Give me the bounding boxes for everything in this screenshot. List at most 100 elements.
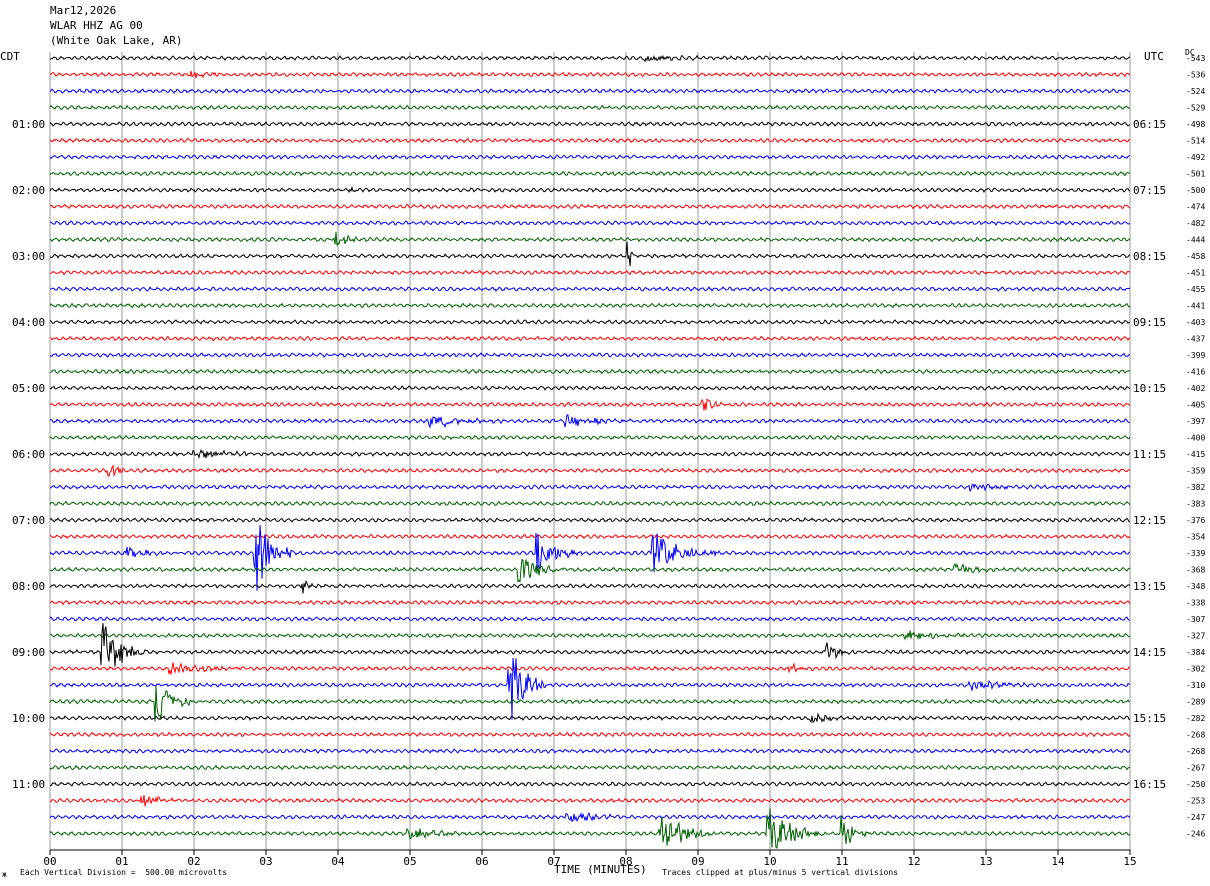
hour-label-left: 03:00 xyxy=(12,250,45,263)
dc-offset-label: -441 xyxy=(1186,302,1205,311)
hour-label-right: 11:15 xyxy=(1133,448,1166,461)
trace-line xyxy=(49,269,1131,276)
hour-label-left: 11:00 xyxy=(12,778,45,791)
trace-line xyxy=(49,500,1131,507)
x-tick-label: 04 xyxy=(331,855,345,868)
footer-clip-note: Traces clipped at plus/minus 5 vertical … xyxy=(662,868,899,877)
trace-line xyxy=(49,104,1130,111)
dc-offset-label: -382 xyxy=(1186,483,1205,492)
trace-line xyxy=(49,764,1131,771)
x-tick-label: 14 xyxy=(1051,855,1065,868)
hour-label-left: 01:00 xyxy=(12,118,45,131)
trace-line xyxy=(49,220,1131,226)
corner-mark: ж xyxy=(2,870,7,879)
dc-offset-label: -543 xyxy=(1186,54,1205,63)
dc-offset-label: -348 xyxy=(1186,582,1205,591)
hour-label-right: 12:15 xyxy=(1133,514,1166,527)
x-tick-label: 13 xyxy=(979,855,992,868)
trace-line xyxy=(49,517,1131,523)
dc-offset-label: -501 xyxy=(1186,170,1205,179)
trace-line xyxy=(49,286,1131,293)
hour-label-left: 04:00 xyxy=(12,316,45,329)
x-tick-label: 11 xyxy=(835,855,848,868)
trace-line xyxy=(49,352,1131,358)
header-location: (White Oak Lake, AR) xyxy=(50,34,183,47)
hour-label-right: 14:15 xyxy=(1133,646,1166,659)
trace-line xyxy=(49,794,1131,807)
dc-offset-label: -482 xyxy=(1186,219,1205,228)
hour-label-left: 08:00 xyxy=(12,580,45,593)
dc-offset-label: -327 xyxy=(1186,632,1205,641)
trace-line xyxy=(49,630,1131,641)
trace-line xyxy=(49,579,1131,594)
dc-offset-label: -402 xyxy=(1186,384,1205,393)
trace-line xyxy=(49,623,1131,667)
trace-line xyxy=(49,170,1131,177)
trace-line xyxy=(49,70,1131,79)
right-timezone-label: UTC xyxy=(1144,50,1164,63)
x-tick-label: 01 xyxy=(115,855,128,868)
dc-offset-label: -339 xyxy=(1186,549,1205,558)
trace-line xyxy=(49,318,1131,325)
dc-offset-label: -268 xyxy=(1186,747,1205,756)
trace-line xyxy=(49,368,1131,375)
dc-offset-label: -529 xyxy=(1186,104,1205,113)
hour-label-left: 07:00 xyxy=(12,514,45,527)
hour-label-right: 13:15 xyxy=(1133,580,1166,593)
x-axis-title: TIME (MINUTES) xyxy=(554,863,647,876)
trace-line xyxy=(49,662,1131,675)
trace-line xyxy=(49,807,1131,849)
trace-line xyxy=(49,615,1131,622)
dc-offset-label: -383 xyxy=(1186,500,1205,509)
dc-offset-label: -416 xyxy=(1186,368,1205,377)
dc-offset-label: -253 xyxy=(1186,797,1205,806)
dc-offset-label: -250 xyxy=(1186,780,1205,789)
trace-line xyxy=(49,685,1130,722)
trace-line xyxy=(49,185,1131,194)
trace-line xyxy=(49,781,1131,787)
dc-offset-label: -399 xyxy=(1186,351,1205,360)
dc-offset-label: -437 xyxy=(1186,335,1205,344)
trace-line xyxy=(49,434,1131,441)
trace-line xyxy=(49,154,1131,160)
trace-line xyxy=(49,811,1131,823)
dc-offset-label: -282 xyxy=(1186,714,1205,723)
dc-offset-label: -536 xyxy=(1186,71,1205,80)
dc-offset-label: -302 xyxy=(1186,665,1205,674)
trace-line xyxy=(49,731,1131,738)
dc-offset-label: -458 xyxy=(1186,252,1205,261)
dc-offset-label: -455 xyxy=(1186,285,1205,294)
hour-label-right: 09:15 xyxy=(1133,316,1166,329)
dc-label: DC xyxy=(1185,48,1195,57)
trace-line xyxy=(49,533,1131,540)
header-date: Mar12,2026 xyxy=(50,4,117,17)
trace-line xyxy=(49,398,1131,411)
dc-offset-label: -354 xyxy=(1186,533,1205,542)
dc-offset-label: -267 xyxy=(1186,764,1205,773)
dc-offset-label: -400 xyxy=(1186,434,1205,443)
x-tick-label: 05 xyxy=(403,855,416,868)
dc-offset-label: -451 xyxy=(1186,269,1205,278)
hour-label-left: 06:00 xyxy=(12,448,45,461)
dc-offset-label: -368 xyxy=(1186,566,1205,575)
dc-offset-label: -498 xyxy=(1186,120,1205,129)
dc-offset-label: -405 xyxy=(1186,401,1205,410)
x-tick-label: 12 xyxy=(907,855,920,868)
dc-offset-label: -403 xyxy=(1186,318,1205,327)
footer-scale-note: Each Vertical Division = 500.00 microvol… xyxy=(20,868,228,877)
x-tick-label: 06 xyxy=(475,855,488,868)
dc-offset-label: -246 xyxy=(1186,830,1205,839)
dc-offset-label: -247 xyxy=(1186,813,1205,822)
x-tick-label: 08 xyxy=(619,855,632,868)
left-timezone-label: CDT xyxy=(0,50,20,63)
hour-label-left: 10:00 xyxy=(12,712,45,725)
trace-line xyxy=(49,414,1131,429)
trace-line xyxy=(49,54,1131,63)
dc-offset-label: -397 xyxy=(1186,417,1205,426)
trace-line xyxy=(49,712,1131,724)
trace-line xyxy=(49,137,1131,144)
trace-line xyxy=(49,231,1131,246)
dc-offset-label: -307 xyxy=(1186,615,1205,624)
hour-label-right: 07:15 xyxy=(1133,184,1166,197)
